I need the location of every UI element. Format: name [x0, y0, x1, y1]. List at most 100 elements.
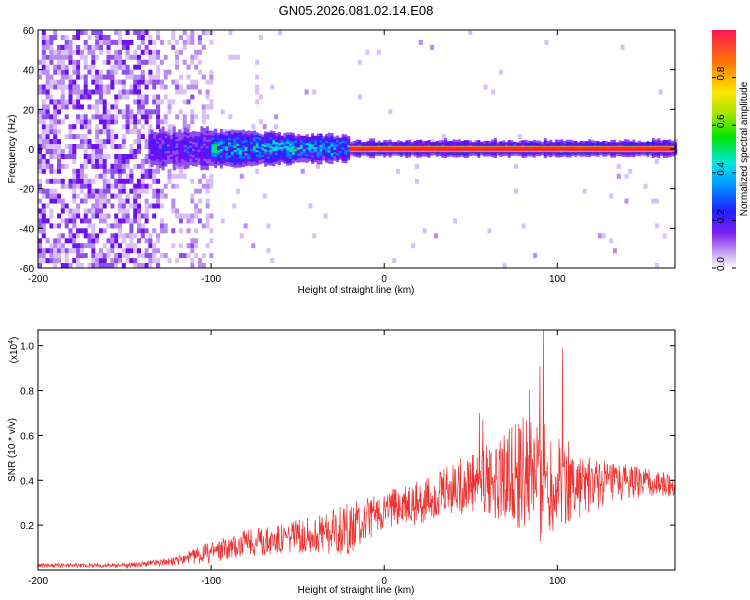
- spectrogram-cell: [137, 223, 141, 229]
- spectrogram-cell: [140, 178, 145, 184]
- spectrogram-cell: [161, 167, 165, 171]
- spectrogram-cell: [516, 153, 520, 156]
- spectrogram-cell: [280, 153, 284, 156]
- spectrogram-cell: [91, 30, 96, 35]
- spectrogram-cell: [200, 163, 204, 166]
- spectrogram-cell: [49, 193, 54, 199]
- spectrogram-cell: [280, 135, 284, 139]
- spectrogram-cell: [277, 160, 281, 163]
- spectrogram-cell: [137, 44, 141, 50]
- spectrogram-cell: [405, 153, 409, 156]
- spectrogram-cell: [87, 139, 92, 145]
- spectrogram-cell: [125, 258, 130, 264]
- spectrogram-cell: [322, 151, 326, 154]
- spectrogram-cell: [53, 198, 58, 204]
- spectrogram-cell: [181, 147, 184, 151]
- spectrogram-cell: [225, 154, 229, 158]
- spectrogram-cell: [302, 151, 306, 154]
- spectrogram-cell: [275, 150, 279, 153]
- spectrogram-cell: [156, 152, 160, 155]
- spectrogram-cell: [266, 141, 270, 144]
- spectrogram-cell: [189, 162, 193, 166]
- spectrogram-cell: [408, 154, 412, 158]
- spectrogram-cell: [41, 188, 46, 194]
- spectrogram-cell: [190, 178, 195, 184]
- spectrogram-cell: [64, 253, 69, 259]
- spectrogram-cell: [152, 243, 157, 249]
- spectrogram-cell: [79, 168, 84, 174]
- spectrogram-cell: [499, 141, 503, 144]
- spectrogram-cell: [205, 218, 210, 224]
- spectrogram-cell: [49, 49, 54, 55]
- spectrogram-cell: [106, 109, 111, 115]
- snr-frame: [37, 329, 676, 571]
- spectrogram-cell: [41, 30, 46, 35]
- spectrogram-cell: [53, 248, 58, 254]
- spectrogram-cell: [133, 203, 138, 209]
- spectrogram-cell: [300, 146, 304, 150]
- spectrogram-cell: [582, 140, 586, 144]
- spectrogram-cell: [205, 161, 209, 164]
- spectrogram-cell: [593, 153, 597, 157]
- spectrogram-cell: [68, 263, 73, 268]
- spectrogram-cell: [164, 157, 168, 160]
- spectrogram-cell: [333, 143, 337, 146]
- spectrogram-cell: [150, 149, 154, 152]
- spectrogram-cell: [121, 69, 126, 75]
- y-tick-label: -60: [20, 264, 35, 275]
- spectrogram-cell: [95, 158, 100, 164]
- spectrogram-cell: [214, 163, 218, 166]
- spectrogram-cell: [283, 141, 287, 145]
- spectrogram-cell: [98, 35, 103, 40]
- spectrogram-cell: [557, 144, 561, 147]
- spectrogram-cell: [57, 168, 61, 174]
- spectrogram-cell: [277, 131, 281, 135]
- spectrogram-cell: [300, 153, 304, 156]
- spectrogram-cell: [167, 133, 171, 136]
- spectrogram-cell: [535, 153, 539, 157]
- spectrogram-cell: [219, 148, 223, 152]
- spectrogram-cell: [277, 151, 281, 154]
- spectrogram-cell: [159, 59, 164, 65]
- spectrogram-cell: [156, 238, 161, 244]
- spectrogram-cell: [156, 54, 161, 60]
- spectrogram-cell: [247, 137, 251, 140]
- spectrogram-cell: [129, 114, 134, 120]
- spectrogram-cell: [41, 258, 46, 264]
- spectrogram-cell: [91, 54, 96, 60]
- snr-y-scale-label: (x104): [8, 337, 20, 364]
- spectrogram-cell: [232, 203, 237, 209]
- spectrogram-cell: [45, 193, 50, 199]
- spectrogram-cell: [190, 59, 195, 65]
- spectrogram-cell: [646, 154, 650, 157]
- spectrogram-cell: [137, 99, 141, 105]
- spectrogram-cell: [253, 161, 256, 164]
- spectrogram-cell: [604, 151, 608, 155]
- spectrogram-cell: [222, 136, 226, 140]
- spectrogram-cell: [264, 131, 268, 134]
- spectrogram-cell: [98, 119, 103, 125]
- spectrogram-cell: [161, 143, 165, 147]
- spectrogram-cell: [163, 54, 168, 60]
- spectrogram-cell: [261, 141, 265, 144]
- spectrogram-cell: [205, 79, 210, 85]
- spectrogram-cell: [189, 153, 193, 157]
- spectrogram-cell: [178, 138, 182, 141]
- spectrogram-cell: [72, 158, 77, 164]
- spectrogram-cell: [158, 150, 162, 153]
- snr-y-scale-close: ): [9, 337, 20, 340]
- spectrogram-cell: [192, 152, 196, 156]
- spectrogram-cell: [68, 79, 73, 85]
- spectrogram-cell: [72, 99, 77, 105]
- spectrogram-cell: [158, 163, 162, 167]
- spectrogram-cell: [181, 163, 184, 166]
- spectrogram-cell: [214, 143, 218, 147]
- spectrogram-cell: [532, 139, 536, 143]
- spectrogram-cell: [41, 248, 46, 254]
- spectrogram-cell: [349, 144, 353, 147]
- spectrogram-cell: [211, 141, 215, 145]
- spectrogram-cell: [79, 124, 84, 130]
- spectrogram-cell: [521, 140, 525, 143]
- spectrogram-cell: [488, 140, 492, 144]
- spectrogram-cell: [164, 133, 168, 136]
